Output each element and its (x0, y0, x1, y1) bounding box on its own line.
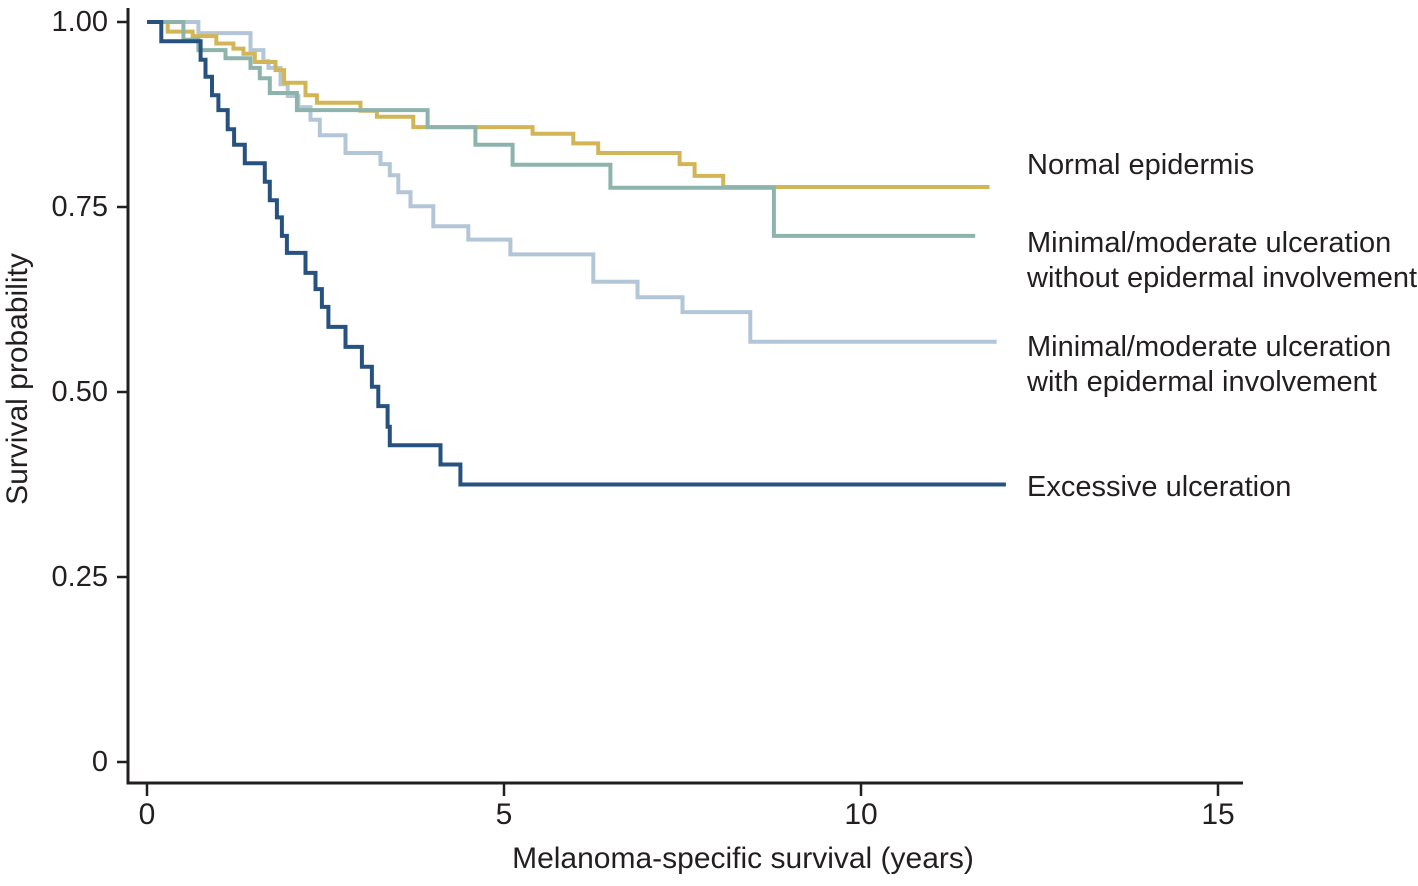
y-tick-label-0: 0 (91, 746, 108, 778)
y-tick-label-0.75: 0.75 (51, 191, 108, 223)
survival-curve-excessive-ulceration (147, 20, 1006, 487)
x-tick-label-10: 10 (844, 798, 878, 831)
y-tick-label-0.50: 0.50 (51, 376, 108, 408)
legend-label-normal-epidermis: Normal epidermis (1027, 149, 1255, 181)
legend-label-minmod-without-involvement: Minimal/moderate ulceration without epid… (1027, 227, 1418, 294)
x-tick-label-5: 5 (495, 798, 513, 831)
legend-label-excessive-ulceration: Excessive ulceration (1027, 471, 1292, 503)
x-tick-label-15: 15 (1201, 798, 1235, 831)
y-tick-label-1.00: 1.00 (51, 6, 108, 38)
survival-curve-minimal-moderate-ulceration (147, 20, 976, 238)
y-axis-title: Survival probability (1, 253, 34, 505)
x-tick-label-0: 0 (138, 798, 156, 831)
survival-curve-normal-epidermis (147, 20, 990, 189)
y-tick-label-0.25: 0.25 (51, 561, 108, 593)
legend-label-minmod-with-involvement: Minimal/moderate ulceration with epiderm… (1027, 331, 1392, 398)
x-axis-title: Melanoma-specific survival (years) (512, 842, 974, 875)
